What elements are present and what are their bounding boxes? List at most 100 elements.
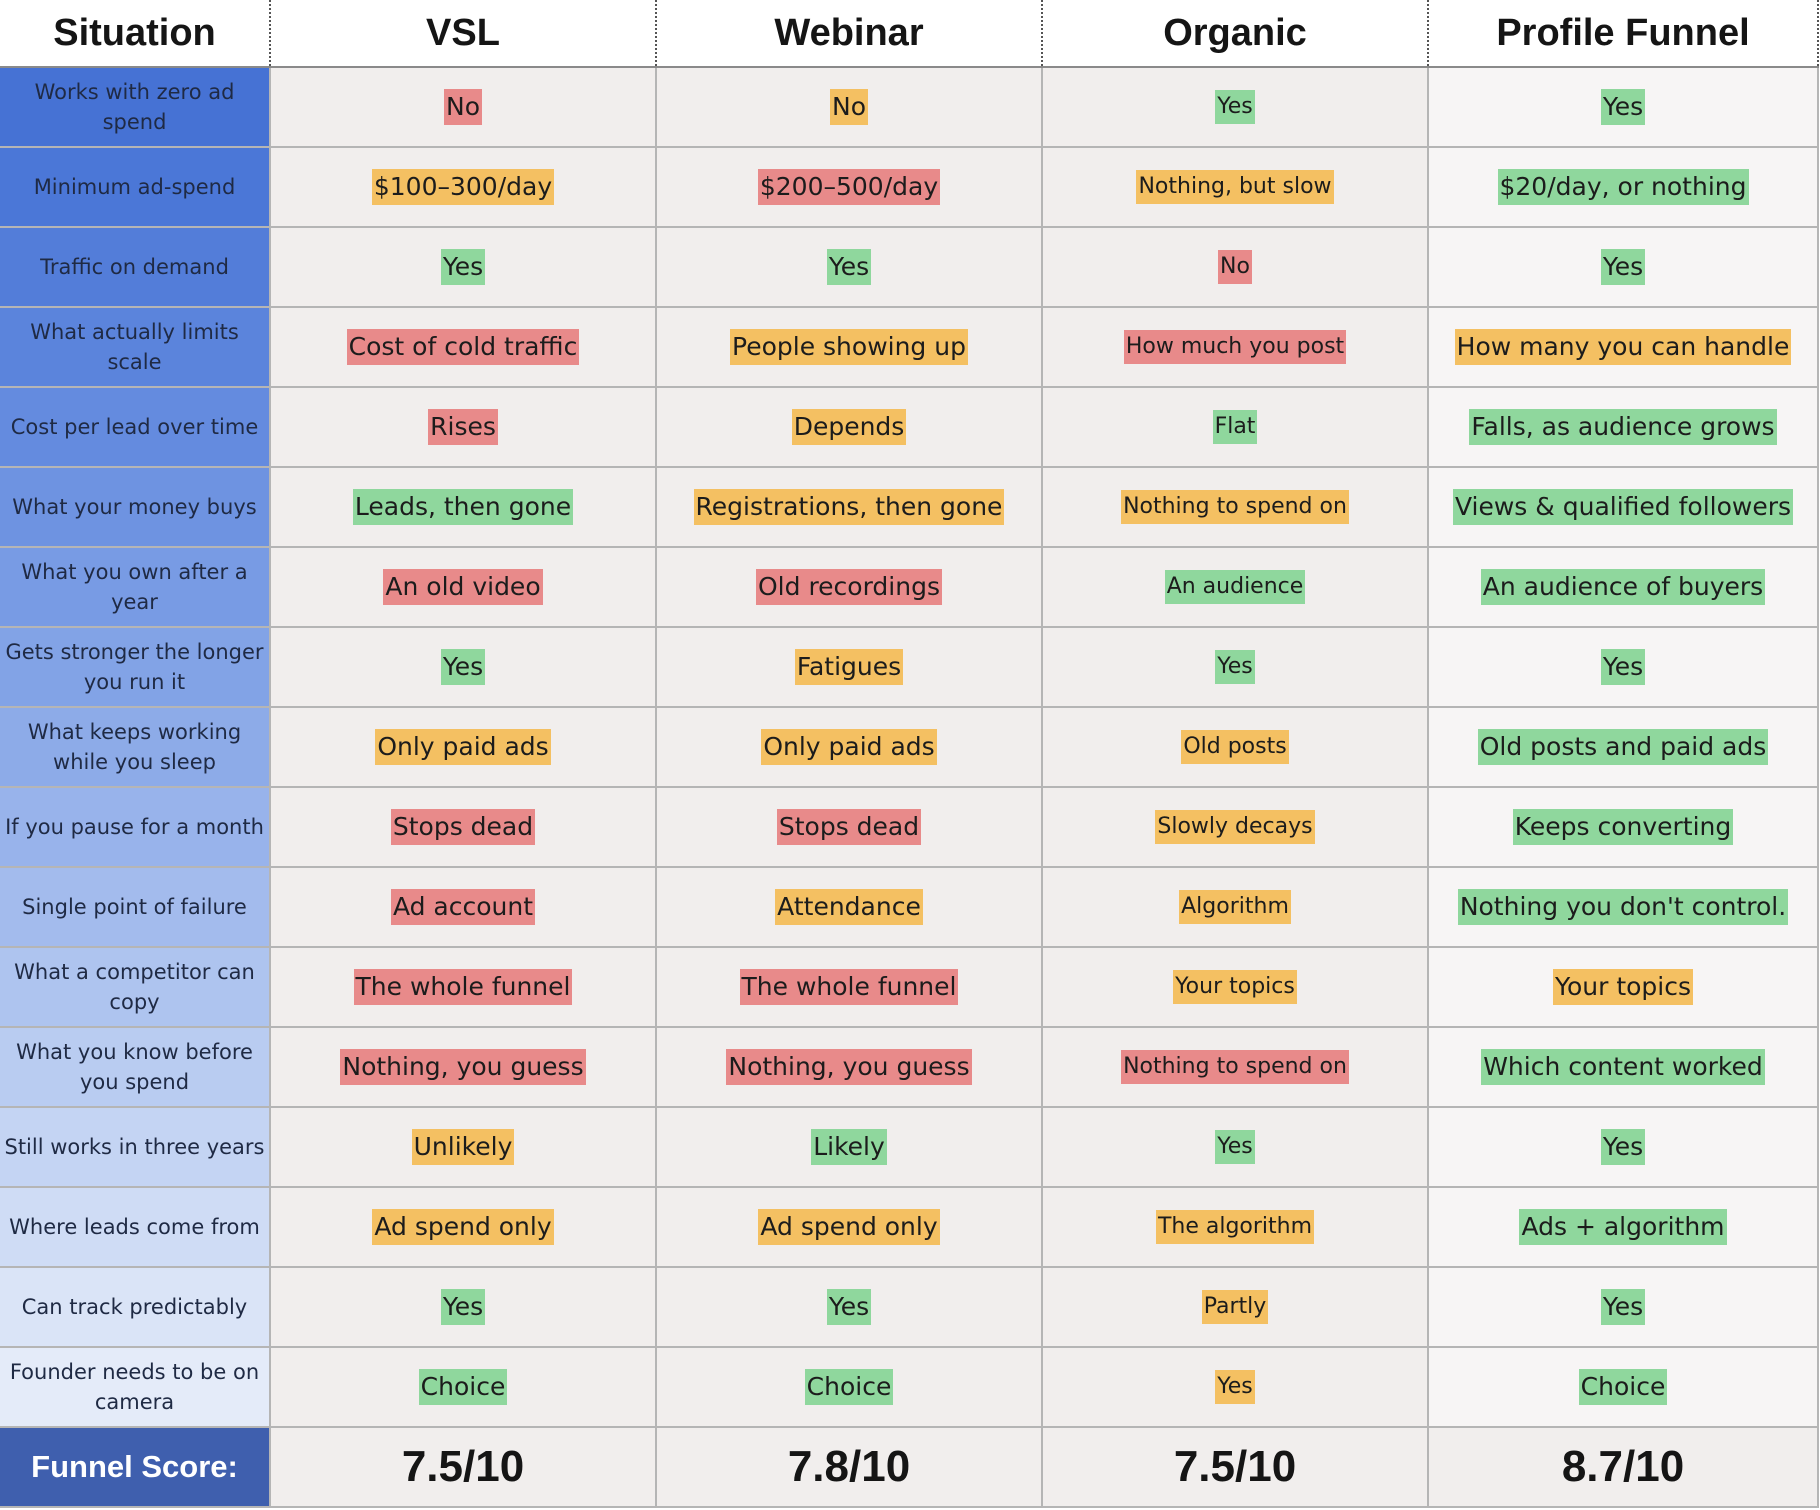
cell-profile-funnel: Yes	[1428, 1267, 1819, 1348]
cell-organic: Yes	[1042, 1347, 1429, 1428]
highlight-orange: Nothing, but slow	[1136, 170, 1334, 204]
situation-label: Still works in three years	[0, 1107, 271, 1188]
table-row: What keeps working while you sleep Only p…	[0, 707, 1819, 788]
situation-label: If you pause for a month	[0, 787, 271, 868]
highlight-orange: Partly	[1201, 1290, 1269, 1324]
header-situation: Situation	[0, 0, 271, 68]
table-row: What a competitor can copy The whole funn…	[0, 947, 1819, 1028]
header-row: Situation VSL Webinar Organic Profile Fu…	[0, 0, 1819, 68]
header-vsl: VSL	[270, 0, 657, 68]
highlight-red: The whole funnel	[739, 969, 959, 1005]
header-webinar: Webinar	[656, 0, 1043, 68]
cell-webinar: Registrations, then gone	[656, 467, 1043, 548]
cell-webinar: Only paid ads	[656, 707, 1043, 788]
table-row: What you own after a year An old video Old…	[0, 547, 1819, 628]
highlight-green: Ads + algorithm	[1519, 1209, 1727, 1245]
highlight-orange: Unlikely	[411, 1129, 515, 1165]
highlight-green: Yes	[440, 1289, 486, 1325]
table-row: Founder needs to be on camera Choice Choic…	[0, 1347, 1819, 1428]
table-row: What actually limits scale Cost of cold t…	[0, 307, 1819, 388]
cell-organic: How much you post	[1042, 307, 1429, 388]
cell-vsl: Only paid ads	[270, 707, 657, 788]
header-organic: Organic	[1042, 0, 1429, 68]
highlight-green: Leads, then gone	[352, 489, 574, 525]
highlight-green: Yes	[1600, 249, 1646, 285]
cell-webinar: Choice	[656, 1347, 1043, 1428]
table-row: Traffic on demand Yes Yes No Yes	[0, 227, 1819, 308]
highlight-green: An audience of buyers	[1480, 569, 1766, 605]
highlight-red: No	[444, 89, 482, 125]
highlight-green: Yes	[1600, 89, 1646, 125]
situation-label: What you know before you spend	[0, 1027, 271, 1108]
cell-profile-funnel: Yes	[1428, 627, 1819, 708]
funnel-score-label: Funnel Score:	[0, 1427, 271, 1508]
cell-profile-funnel: Nothing you don't control.	[1428, 867, 1819, 948]
cell-vsl: No	[270, 67, 657, 148]
cell-webinar: Fatigues	[656, 627, 1043, 708]
highlight-orange: $100–300/day	[371, 169, 555, 205]
highlight-green: An audience	[1164, 570, 1306, 604]
cell-profile-funnel: $20/day, or nothing	[1428, 147, 1819, 228]
cell-vsl: Leads, then gone	[270, 467, 657, 548]
cell-organic: Algorithm	[1042, 867, 1429, 948]
table-row: Cost per lead over time Rises Depends Flat F…	[0, 387, 1819, 468]
situation-label: Single point of failure	[0, 867, 271, 948]
highlight-orange: Nothing to spend on	[1121, 490, 1349, 524]
table-row: Works with zero ad spend No No Yes Yes	[0, 67, 1819, 148]
cell-webinar: No	[656, 67, 1043, 148]
highlight-red: Nothing, you guess	[726, 1049, 972, 1085]
situation-label: Can track predictably	[0, 1267, 271, 1348]
highlight-orange: Ad spend only	[372, 1209, 554, 1245]
situation-label: Cost per lead over time	[0, 387, 271, 468]
table-row: Single point of failure Ad account Attenda…	[0, 867, 1819, 948]
highlight-green: Yes	[1215, 650, 1255, 684]
highlight-red: Nothing to spend on	[1121, 1050, 1349, 1084]
situation-label: What keeps working while you sleep	[0, 707, 271, 788]
score-webinar: 7.8/10	[656, 1427, 1043, 1508]
highlight-green: Yes	[826, 1289, 872, 1325]
cell-organic: Nothing to spend on	[1042, 1027, 1429, 1108]
highlight-green: Which content worked	[1481, 1049, 1765, 1085]
highlight-green: Keeps converting	[1512, 809, 1734, 845]
highlight-orange: Yes	[1215, 1370, 1255, 1404]
highlight-red: The whole funnel	[353, 969, 573, 1005]
cell-organic: Old posts	[1042, 707, 1429, 788]
situation-label: Works with zero ad spend	[0, 67, 271, 148]
table-row: Gets stronger the longer you run it Yes Fa…	[0, 627, 1819, 708]
situation-label: What actually limits scale	[0, 307, 271, 388]
cell-vsl: Choice	[270, 1347, 657, 1428]
cell-profile-funnel: Ads + algorithm	[1428, 1187, 1819, 1268]
cell-profile-funnel: Old posts and paid ads	[1428, 707, 1819, 788]
highlight-green: Flat	[1212, 410, 1258, 444]
situation-label: Where leads come from	[0, 1187, 271, 1268]
cell-profile-funnel: Yes	[1428, 1107, 1819, 1188]
cell-organic: Yes	[1042, 1107, 1429, 1188]
cell-vsl: Rises	[270, 387, 657, 468]
table-row: Minimum ad-spend $100–300/day $200–500/day…	[0, 147, 1819, 228]
cell-webinar: Nothing, you guess	[656, 1027, 1043, 1108]
cell-organic: Nothing, but slow	[1042, 147, 1429, 228]
highlight-green: Yes	[1600, 649, 1646, 685]
highlight-green: Yes	[826, 249, 872, 285]
highlight-green: Yes	[440, 649, 486, 685]
highlight-green: Yes	[440, 249, 486, 285]
highlight-red: How much you post	[1123, 330, 1347, 364]
cell-organic: Partly	[1042, 1267, 1429, 1348]
table-row: What your money buys Leads, then gone Regi…	[0, 467, 1819, 548]
highlight-green: Likely	[811, 1129, 887, 1165]
cell-profile-funnel: Choice	[1428, 1347, 1819, 1428]
table-row: Where leads come from Ad spend only Ad spe…	[0, 1187, 1819, 1268]
cell-vsl: Nothing, you guess	[270, 1027, 657, 1108]
cell-webinar: The whole funnel	[656, 947, 1043, 1028]
highlight-green: Choice	[804, 1369, 894, 1405]
cell-vsl: $100–300/day	[270, 147, 657, 228]
situation-label: What you own after a year	[0, 547, 271, 628]
situation-label: What your money buys	[0, 467, 271, 548]
highlight-green: Yes	[1600, 1129, 1646, 1165]
cell-webinar: $200–500/day	[656, 147, 1043, 228]
cell-profile-funnel: An audience of buyers	[1428, 547, 1819, 628]
cell-webinar: Old recordings	[656, 547, 1043, 628]
highlight-red: Stops dead	[776, 809, 922, 845]
situation-label: Gets stronger the longer you run it	[0, 627, 271, 708]
